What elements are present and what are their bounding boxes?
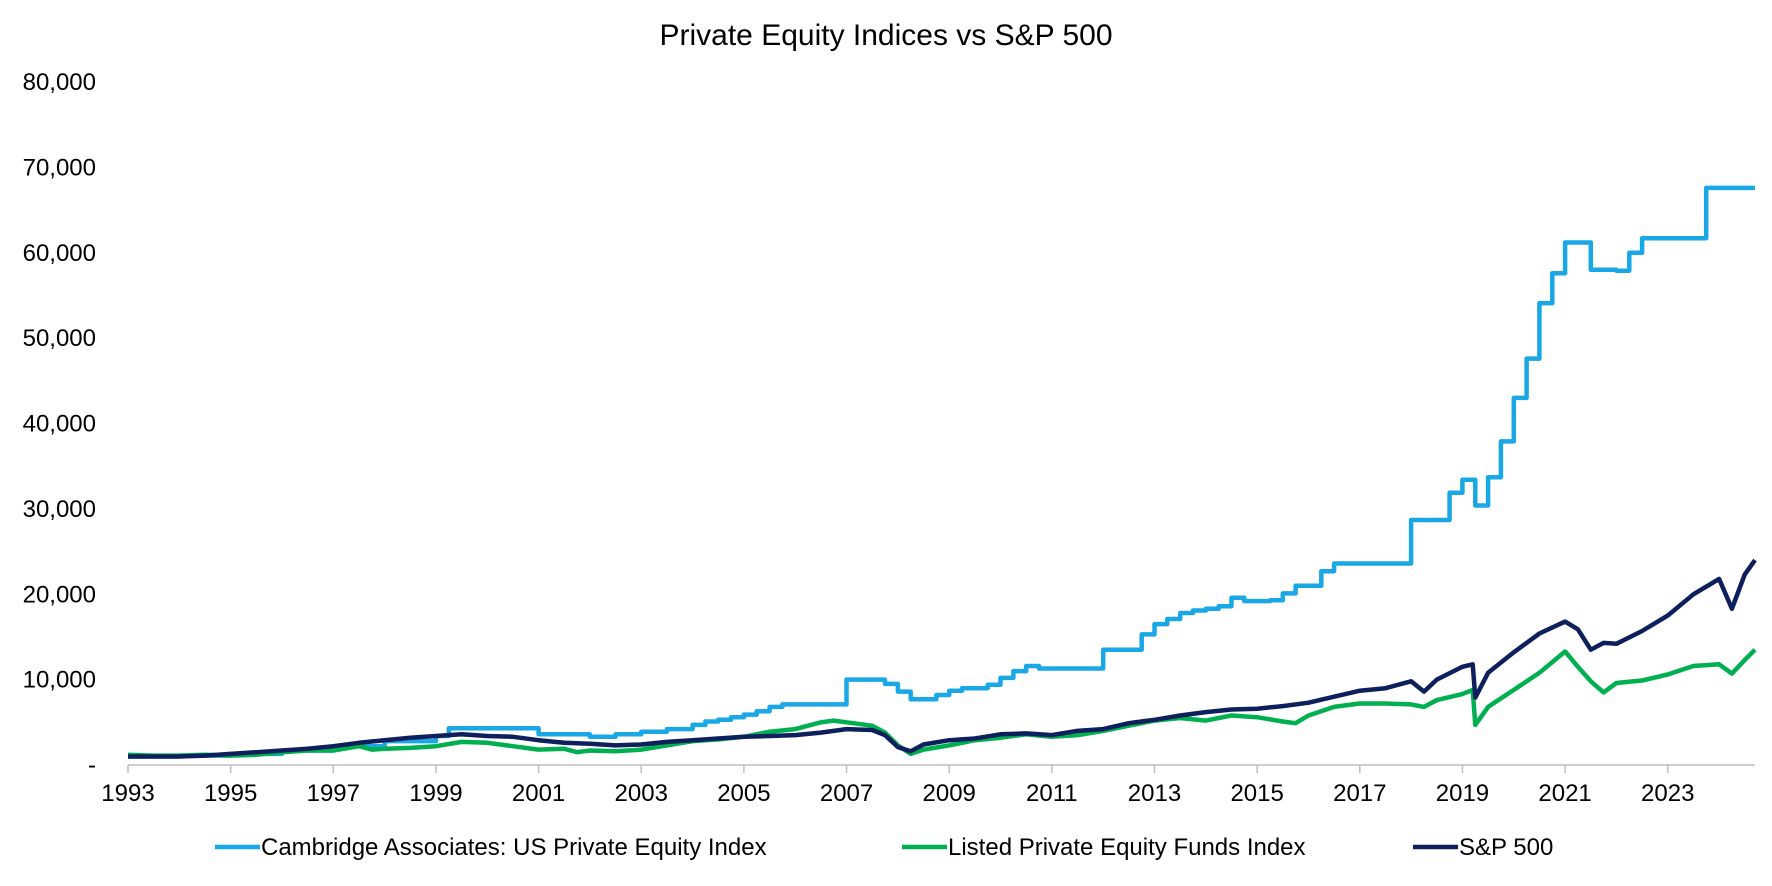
y-tick-label: 30,000 (23, 496, 96, 523)
chart-title: Private Equity Indices vs S&P 500 (659, 19, 1112, 52)
y-tick-label: - (88, 752, 96, 779)
x-tick-label: 2021 (1538, 780, 1591, 807)
x-tick-label: 2009 (923, 780, 976, 807)
x-tick-label: 2003 (615, 780, 668, 807)
x-tick-label: 1995 (204, 780, 257, 807)
x-tick-label: 2015 (1230, 780, 1283, 807)
y-tick-label: 40,000 (23, 411, 96, 438)
x-tick-label: 2011 (1026, 780, 1078, 807)
y-tick-label: 10,000 (23, 667, 96, 694)
series-line-0 (128, 185, 1755, 759)
x-tick-label: 1999 (409, 780, 462, 807)
x-tick-label: 2005 (717, 780, 770, 807)
legend-label: Cambridge Associates: US Private Equity … (261, 834, 767, 861)
legend-label: Listed Private Equity Funds Index (948, 834, 1306, 861)
x-axis: 1993 1995 1997 1999 2001 2003 2005 2007 2009 2011… (101, 764, 1755, 807)
x-tick-label: 2007 (820, 780, 873, 807)
y-tick-label: 70,000 (23, 154, 96, 181)
x-tick-label: 1997 (307, 780, 360, 807)
x-tick-label: 1993 (101, 780, 154, 807)
series-line-2 (128, 558, 1757, 759)
x-tick-label: 2013 (1128, 780, 1181, 807)
y-tick-label: 80,000 (23, 69, 96, 96)
x-tick-label: 2017 (1333, 780, 1386, 807)
x-tick-label: 2001 (512, 780, 565, 807)
y-tick-label: 50,000 (23, 325, 96, 352)
legend: Cambridge Associates: US Private Equity … (215, 834, 1553, 861)
legend-label: S&P 500 (1459, 834, 1553, 861)
y-tick-label: 20,000 (23, 581, 96, 608)
x-tick-label: 2019 (1436, 780, 1489, 807)
y-axis: - 10,000 20,000 30,000 40,000 50,000 60,000 70,… (23, 69, 96, 779)
y-tick-label: 60,000 (23, 240, 96, 267)
series-layer (127, 185, 1757, 759)
x-tick-label: 2023 (1641, 780, 1694, 807)
